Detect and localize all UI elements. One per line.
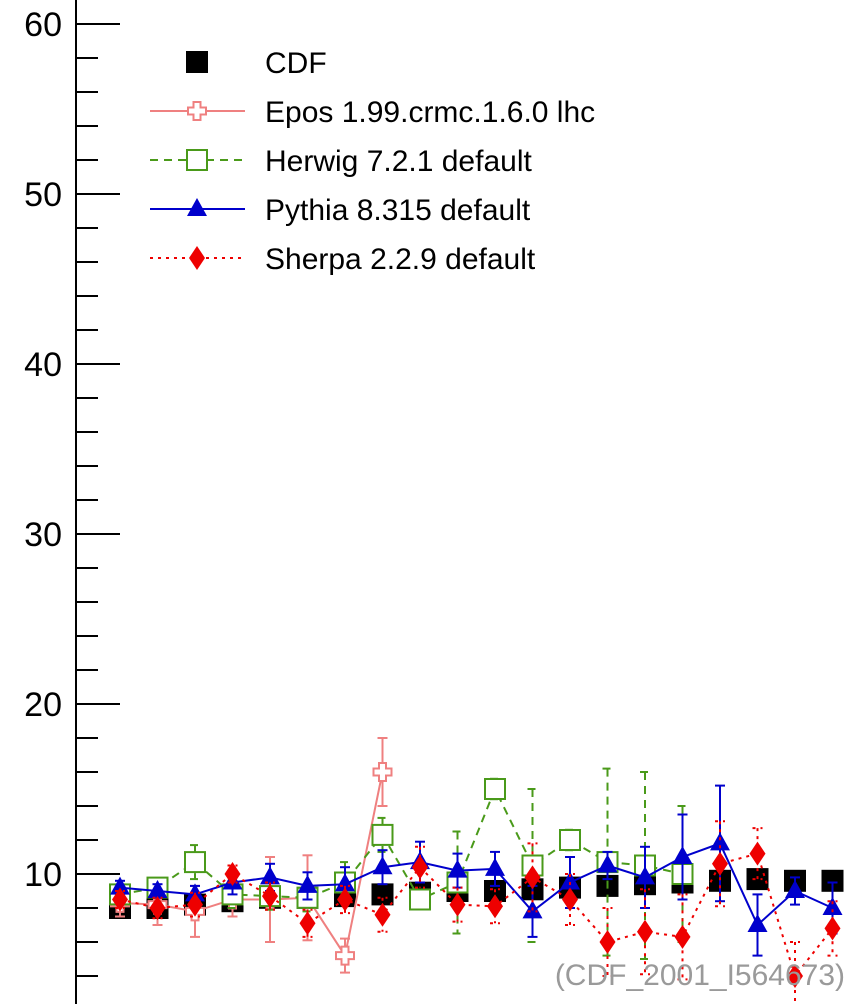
series-pythia — [110, 784, 843, 957]
legend-label: Pythia 8.315 default — [265, 194, 531, 227]
data-point-sherpa — [149, 896, 166, 920]
legend-marker — [187, 101, 207, 121]
y-tick-label: 30 — [24, 516, 62, 554]
data-point-sherpa — [562, 887, 578, 912]
data-point-sherpa — [374, 902, 391, 927]
y-axis: 10 20 30 40 50 60 — [24, 0, 120, 1004]
data-point-pythia — [297, 874, 318, 893]
data-point-pythia — [485, 857, 505, 876]
data-point-sherpa — [337, 887, 353, 912]
data-point-pythia — [635, 866, 655, 885]
data-point-sherpa — [487, 894, 503, 919]
data-point-cdf — [371, 883, 394, 906]
data-point-sherpa — [787, 964, 803, 988]
data-point-pythia — [447, 859, 468, 878]
data-point-pythia — [785, 880, 805, 898]
data-point-pythia — [672, 846, 693, 864]
legend-entry-epos: Epos 1.99.crmc.1.6.0 lhc — [150, 96, 595, 129]
data-point-sherpa — [824, 916, 841, 941]
data-point-pythia — [822, 897, 843, 915]
watermark-label: (CDF_2001_I564673) — [555, 959, 845, 992]
data-point-sherpa — [224, 862, 241, 886]
data-point-sherpa — [449, 892, 466, 917]
data-point-epos — [335, 945, 355, 966]
legend-marker — [187, 198, 207, 216]
series-layer — [109, 737, 844, 1004]
legend-label: CDF — [265, 47, 327, 80]
data-point-herwig — [371, 823, 394, 846]
data-point-sherpa — [187, 892, 203, 917]
data-point-herwig — [484, 778, 506, 800]
legend-marker — [186, 51, 208, 73]
legend: CDF Epos 1.99.crmc.1.6.0 lhc Herwig 7.2.1 … — [150, 47, 595, 276]
data-point-pythia — [260, 866, 280, 885]
data-point-sherpa — [674, 924, 691, 949]
legend-entry-herwig: Herwig 7.2.1 default — [150, 145, 532, 178]
data-point-sherpa — [112, 887, 128, 912]
legend-label: Epos 1.99.crmc.1.6.0 lhc — [265, 96, 595, 129]
data-point-pythia — [747, 914, 768, 932]
data-point-herwig — [409, 888, 431, 911]
data-point-herwig — [559, 829, 581, 851]
data-point-sherpa — [299, 911, 316, 936]
data-point-pythia — [372, 856, 393, 875]
legend-marker — [186, 149, 208, 171]
data-point-cdf — [821, 869, 844, 892]
series-cdf — [109, 868, 844, 919]
series-line-herwig — [119, 786, 683, 901]
legend-marker — [189, 246, 205, 270]
data-point-sherpa — [262, 884, 278, 909]
legend-entry-sherpa: Sherpa 2.2.9 default — [150, 243, 536, 276]
legend-entry-cdf: CDF — [186, 47, 327, 80]
data-point-pythia — [560, 871, 580, 890]
y-tick-label: 50 — [24, 176, 62, 214]
data-point-sherpa — [412, 855, 428, 880]
data-point-pythia — [185, 883, 205, 902]
legend-label: Sherpa 2.2.9 default — [265, 243, 536, 276]
data-point-herwig — [184, 851, 206, 874]
y-tick-label: 10 — [24, 856, 62, 894]
legend-label: Herwig 7.2.1 default — [265, 145, 532, 178]
data-point-sherpa — [524, 865, 541, 890]
data-point-pythia — [147, 880, 168, 898]
legend-entry-pythia: Pythia 8.315 default — [150, 194, 531, 227]
data-point-epos — [372, 762, 393, 782]
series-sherpa — [112, 820, 841, 1004]
series-epos — [110, 737, 393, 974]
data-point-pythia — [710, 832, 730, 851]
y-tick-label: 40 — [24, 346, 62, 384]
data-point-sherpa — [599, 930, 616, 954]
data-point-sherpa — [637, 919, 653, 944]
y-tick-label: 20 — [24, 686, 62, 724]
data-point-pythia — [597, 854, 618, 873]
y-tick-label: 60 — [24, 6, 62, 44]
data-point-sherpa — [749, 841, 766, 866]
series-line-epos — [119, 771, 384, 959]
data-point-sherpa — [712, 851, 728, 876]
